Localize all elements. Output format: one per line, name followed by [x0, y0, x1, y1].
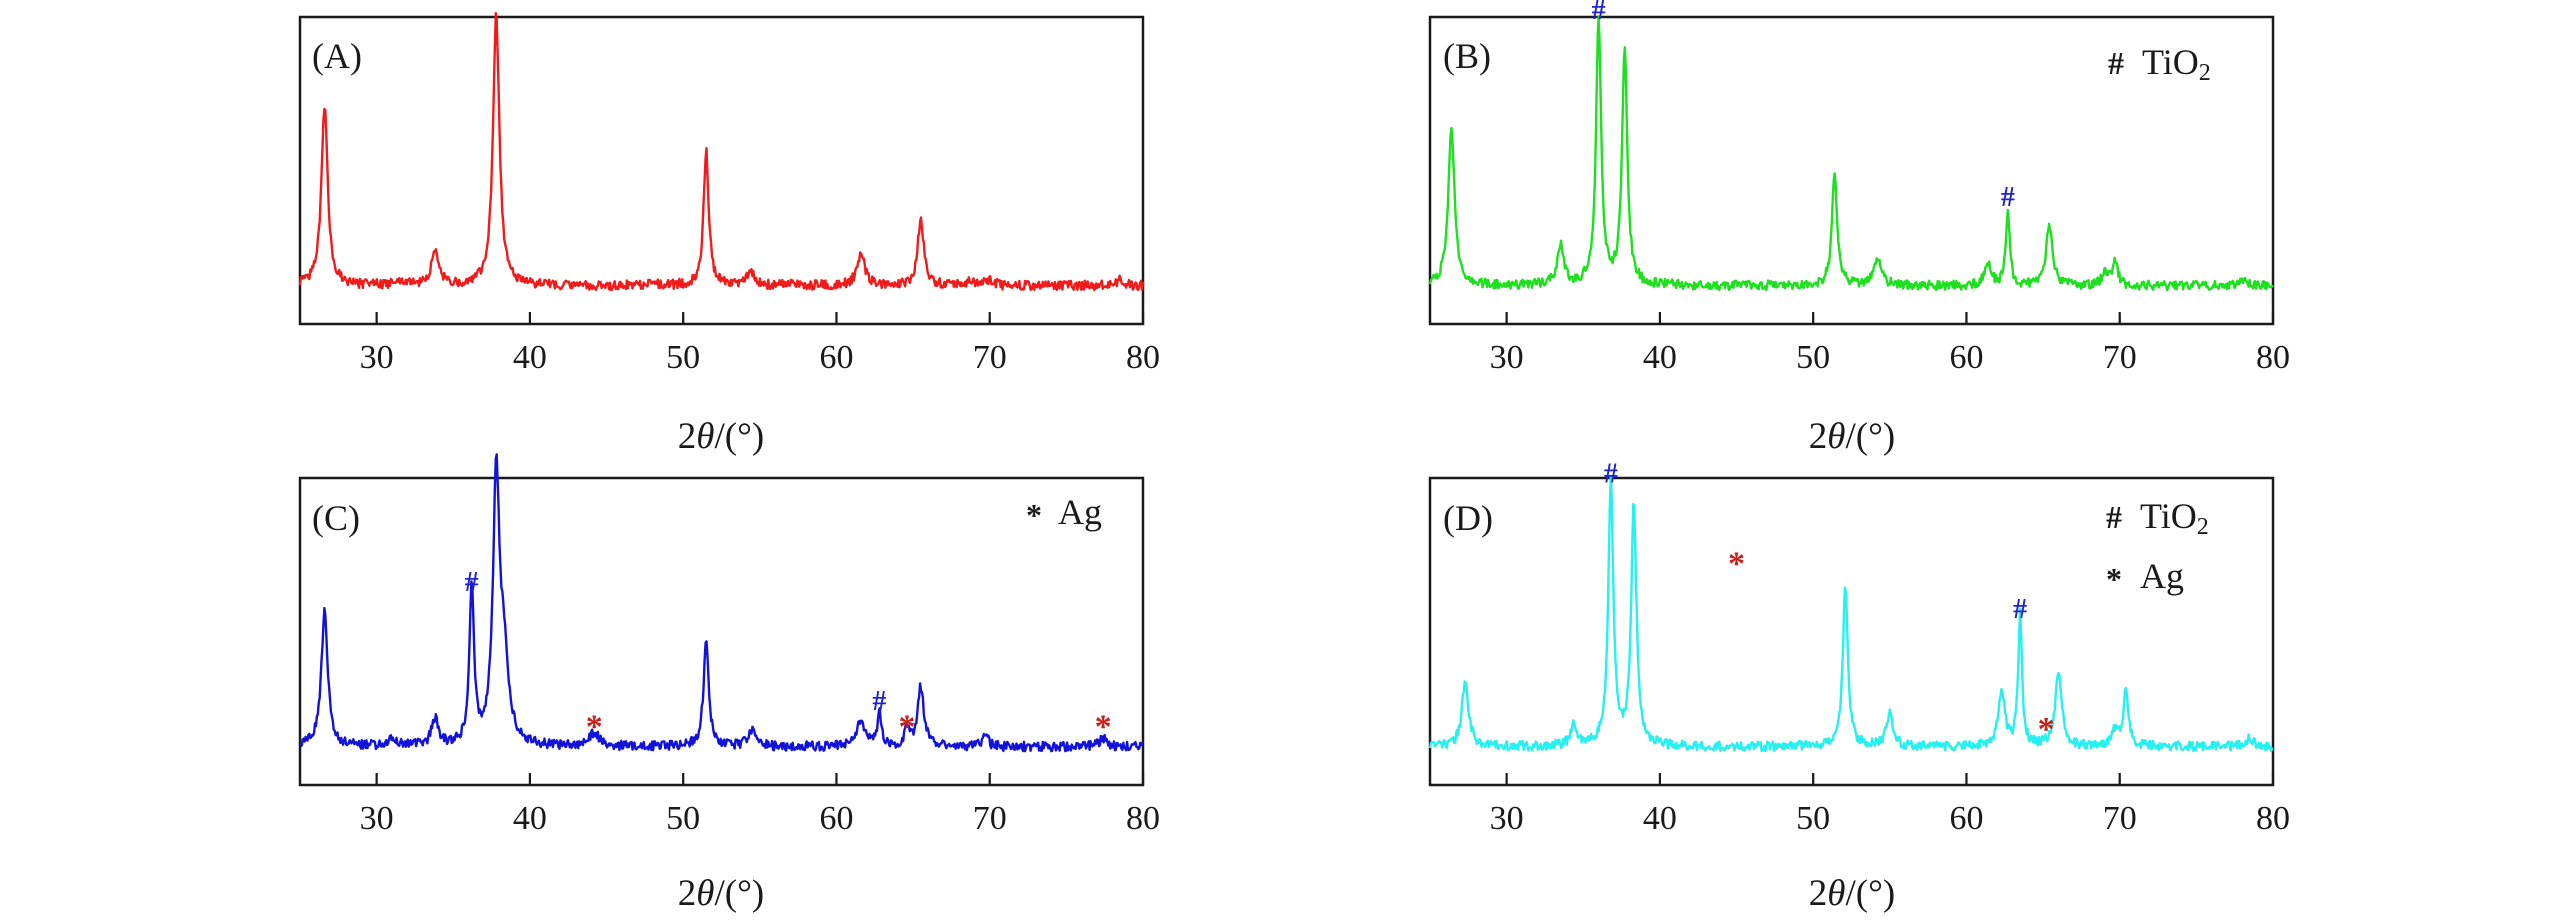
- panel-d-peak-marker-ag: *: [2038, 711, 2055, 748]
- panel-c-xrd-trace: [299, 453, 1144, 753]
- panel-a-xtick-label-80: 80: [1126, 339, 1160, 376]
- panel-c-peak-marker-ag: *: [1095, 708, 1112, 745]
- panel-d-peak-marker-tio2: #: [2013, 594, 2027, 625]
- panel-b-xlabel: 2θ/(°): [1809, 416, 1895, 457]
- panel-d-legend-ag-symbol: *: [2106, 561, 2122, 597]
- panel-c-frame: [298, 476, 1145, 787]
- panel-d-legend-tio2-label: TiO2: [2140, 496, 2209, 540]
- panel-c-peak-marker-tio2: #: [465, 567, 479, 598]
- panel-d-xrd-trace: [1428, 474, 2274, 753]
- panel-b-xtick-label-30: 30: [1490, 339, 1524, 376]
- panel-b: (B) 2θ/(°) # TiO2 30 40 50 60 70 80 # #: [1428, 0, 2290, 457]
- panel-d-frame: [1428, 476, 2275, 787]
- panel-b-legend-tio2-label: TiO2: [2142, 42, 2211, 86]
- panel-a-xtick-label-70: 70: [973, 339, 1007, 376]
- panel-a-xtick-label-30: 30: [360, 339, 394, 376]
- panel-b-frame: [1428, 15, 2275, 326]
- panel-a-xtick-label-60: 60: [819, 339, 853, 376]
- panel-b-xtick-label-70: 70: [2103, 339, 2137, 376]
- panel-b-label: (B): [1443, 36, 1491, 76]
- panel-d-peak-marker-ag: *: [1728, 546, 1745, 583]
- panel-a-xlabel: 2θ/(°): [678, 416, 764, 457]
- panel-c-legend-ag-symbol: *: [1026, 497, 1042, 533]
- panel-a-frame: [298, 15, 1145, 326]
- panel-c-xlabel: 2θ/(°): [678, 873, 764, 914]
- panel-a: (A) 2θ/(°) 30 40 50 60 70 80: [298, 12, 1160, 457]
- panel-b-xtick-label-40: 40: [1643, 339, 1677, 376]
- panel-b-xtick-label-50: 50: [1796, 339, 1830, 376]
- panel-d: (D) 2θ/(°) # TiO2 * Ag 30 40 50 60 70 80 # # * *: [1428, 459, 2290, 914]
- panel-c-peak-marker-tio2: #: [872, 686, 886, 717]
- panel-c-label: (C): [312, 498, 360, 538]
- panel-a-label: (A): [312, 36, 362, 76]
- panel-d-xtick-label-80: 80: [2256, 800, 2290, 837]
- panel-c-xtick-label-30: 30: [360, 800, 394, 837]
- panel-b-xtick-label-60: 60: [1949, 339, 1983, 376]
- panel-b-peak-marker-tio2: #: [1592, 0, 1606, 26]
- panel-d-xlabel: 2θ/(°): [1809, 873, 1895, 914]
- panel-c-xtick-label-50: 50: [666, 800, 700, 837]
- panel-d-xtick-label-30: 30: [1490, 800, 1524, 837]
- panel-a-xrd-trace: [298, 12, 1145, 292]
- panel-c-xtick-label-40: 40: [513, 800, 547, 837]
- panel-c-legend-ag-label: Ag: [1058, 492, 1102, 532]
- panel-b-peak-marker-tio2: #: [2001, 182, 2015, 213]
- panel-b-legend-tio2-symbol: #: [2108, 45, 2124, 81]
- panel-d-legend-tio2-symbol: #: [2106, 499, 2122, 535]
- panel-d-legend-ag-label: Ag: [2140, 556, 2184, 596]
- panel-d-label: (D): [1443, 498, 1493, 538]
- panel-c: (C) 2θ/(°) * Ag 30 40 50 60 70 80 # # * * *: [298, 453, 1160, 914]
- panel-b-xtick-label-80: 80: [2256, 339, 2290, 376]
- panel-d-xtick-label-40: 40: [1643, 800, 1677, 837]
- panel-a-xtick-label-40: 40: [513, 339, 547, 376]
- panel-d-xtick-label-70: 70: [2103, 800, 2137, 837]
- panel-d-xtick-label-60: 60: [1949, 800, 1983, 837]
- panel-d-xtick-label-50: 50: [1796, 800, 1830, 837]
- panel-c-xtick-label-60: 60: [819, 800, 853, 837]
- panel-c-peak-marker-ag: *: [898, 708, 915, 745]
- panel-c-xtick-label-80: 80: [1126, 800, 1160, 837]
- panel-d-peak-marker-tio2: #: [1604, 459, 1618, 490]
- panel-b-xrd-trace: [1428, 15, 2274, 292]
- panel-c-peak-marker-ag: *: [586, 708, 603, 745]
- panel-c-xtick-label-70: 70: [973, 800, 1007, 837]
- panel-a-xtick-label-50: 50: [666, 339, 700, 376]
